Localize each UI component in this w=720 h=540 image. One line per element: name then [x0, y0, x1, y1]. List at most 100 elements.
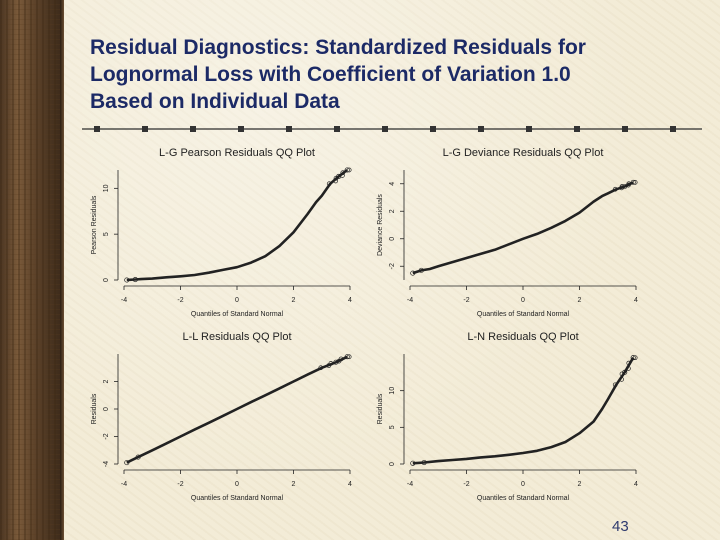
divider-marker: [142, 126, 148, 132]
divider-marker: [478, 126, 484, 132]
data-point: [630, 179, 636, 185]
y-tick-label: 5: [389, 425, 396, 429]
title-line-2: Lognormal Loss with Coefficient of Varia…: [90, 63, 571, 86]
x-tick-label: -4: [121, 481, 127, 488]
divider-marker: [670, 126, 676, 132]
divider-marker: [94, 126, 100, 132]
page-number: 43: [612, 518, 629, 535]
divider-marker: [238, 126, 244, 132]
divider-marker: [526, 126, 532, 132]
qq-chart-2: L-G Deviance Residuals QQ Plot -4 -2 0 2 4 Qua…: [377, 147, 638, 318]
title-divider: [82, 126, 702, 132]
x-tick-label: -4: [121, 297, 127, 304]
y-tick-label: -4: [103, 461, 110, 467]
data-point: [124, 277, 130, 283]
x-axis-label: Quantiles of Standard Normal: [477, 311, 570, 318]
data-point: [626, 366, 631, 371]
y-tick-label: -2: [103, 433, 110, 439]
data-point: [132, 276, 138, 283]
x-axis-label: Quantiles of Standard Normal: [477, 495, 570, 502]
divider-marker: [286, 126, 292, 132]
y-tick-label: 10: [103, 184, 110, 192]
x-tick-label: 2: [578, 297, 582, 304]
data-point: [333, 175, 339, 181]
x-tick-label: -2: [463, 481, 469, 488]
data-point: [626, 360, 632, 366]
y-tick-label: 2: [103, 379, 110, 383]
data-point: [619, 184, 625, 189]
x-tick-label: 2: [292, 481, 296, 488]
x-tick-label: -2: [177, 481, 183, 488]
x-tick-label: 4: [634, 297, 638, 304]
y-axis-label: Residuals: [377, 393, 384, 424]
y-tick-label: 0: [389, 462, 396, 466]
y-tick-label: 0: [103, 278, 110, 282]
divider-marker: [622, 126, 628, 132]
divider-marker: [190, 126, 196, 132]
x-tick-label: -2: [177, 297, 183, 304]
y-tick-label: 10: [389, 387, 396, 395]
data-point: [346, 354, 352, 360]
x-axis-label: Quantiles of Standard Normal: [191, 495, 284, 502]
chart-title: L-G Deviance Residuals QQ Plot: [443, 147, 604, 159]
data-point: [626, 181, 632, 187]
qq-plot-panel: L-G Pearson Residuals QQ Plot -4 -2 0 2 4 Quan…: [91, 147, 638, 502]
data-point: [421, 459, 427, 466]
y-tick-label: 0: [389, 237, 396, 241]
data-point: [410, 460, 416, 466]
data-point: [333, 359, 339, 365]
qq-curve: [126, 168, 348, 282]
qq-chart-4: L-N Residuals QQ Plot -4 -2 0 2 4 Quantiles of…: [377, 331, 638, 502]
data-point: [612, 186, 618, 192]
data-point: [344, 354, 350, 360]
x-axis-label: Quantiles of Standard Normal: [191, 311, 284, 318]
chart-title: L-N Residuals QQ Plot: [467, 331, 578, 343]
slide-title: Residual Diagnostics: Standardized Resid…: [90, 34, 700, 115]
x-tick-label: -4: [407, 297, 413, 304]
x-tick-label: 2: [292, 297, 296, 304]
y-axis-label: Residuals: [91, 393, 98, 424]
qq-curve: [412, 181, 634, 275]
y-axis-label: Deviance Residuals: [377, 194, 384, 256]
data-point: [346, 167, 352, 173]
left-strip-edge: [60, 0, 64, 540]
x-tick-label: -2: [463, 297, 469, 304]
y-axis-label: Pearson Residuals: [91, 195, 98, 254]
x-tick-label: 4: [348, 481, 352, 488]
x-tick-label: 4: [348, 297, 352, 304]
data-point: [340, 170, 346, 176]
data-point: [619, 377, 624, 382]
x-tick-label: 0: [521, 297, 525, 304]
qq-curve: [412, 357, 635, 465]
chart-title: L-L Residuals QQ Plot: [182, 331, 291, 343]
y-tick-label: 2: [389, 209, 396, 213]
data-point: [326, 181, 332, 187]
divider-marker: [382, 126, 388, 132]
title-line-3: Based on Individual Data: [90, 90, 340, 113]
data-point: [338, 356, 344, 362]
slide-background: [64, 0, 720, 540]
data-point: [344, 167, 350, 173]
data-point: [630, 355, 636, 361]
data-point: [612, 382, 618, 388]
data-point: [135, 454, 141, 460]
divider-marker: [430, 126, 436, 132]
y-tick-label: 5: [103, 232, 110, 236]
qq-chart-1: L-G Pearson Residuals QQ Plot -4 -2 0 2 4 Quan…: [91, 147, 352, 318]
x-tick-label: 0: [521, 481, 525, 488]
x-tick-label: 0: [235, 481, 239, 488]
data-point: [632, 355, 638, 361]
data-point: [340, 173, 345, 178]
data-point: [632, 180, 638, 185]
divider-marker: [334, 126, 340, 132]
x-tick-label: 2: [578, 481, 582, 488]
data-point: [410, 270, 416, 276]
y-tick-label: 0: [103, 407, 110, 411]
data-point: [124, 460, 130, 466]
y-tick-label: -2: [389, 263, 396, 269]
left-decorative-strip: [0, 0, 60, 540]
y-tick-label: 4: [389, 182, 396, 186]
divider-marker: [574, 126, 580, 132]
data-point: [318, 365, 324, 371]
data-point: [328, 361, 334, 366]
